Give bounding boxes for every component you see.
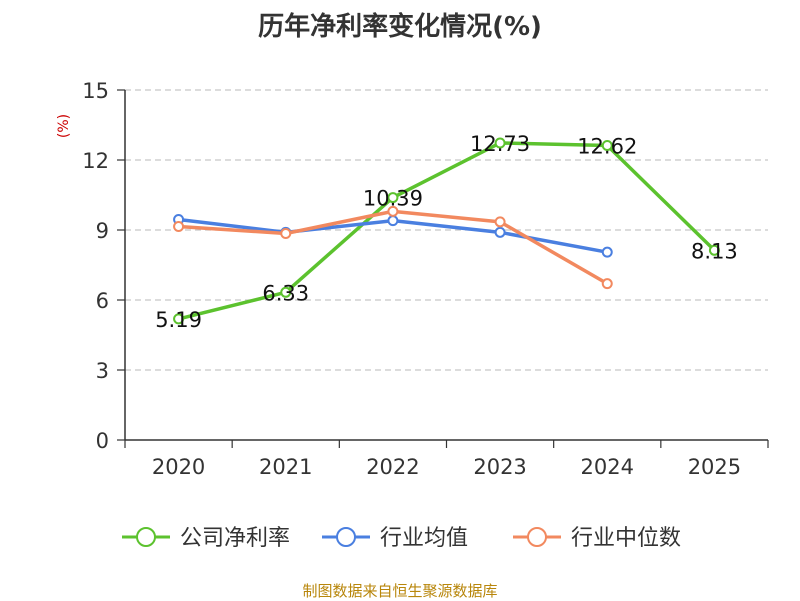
data-point-s0-3 <box>494 137 506 149</box>
data-label-layer: 5.19 6.33 10.39 12.73 12.62 8.13 <box>155 132 738 332</box>
legend-label: 行业中位数 <box>571 526 681 551</box>
chart-title: 历年净利率变化情况(%) <box>258 12 542 42</box>
y-tick-label: 6 <box>96 289 109 313</box>
data-point-s0-4 <box>601 140 613 152</box>
x-tick-label: 2020 <box>152 455 205 479</box>
series-line-0 <box>176 141 717 321</box>
legend-item-1: 行业均值 <box>322 526 468 551</box>
data-label: 10.39 <box>363 187 423 211</box>
y-tick-label: 15 <box>82 79 109 103</box>
data-point-s0-1 <box>280 286 292 298</box>
data-point-s2-3 <box>494 216 506 228</box>
legend-marker <box>336 527 356 547</box>
data-point-s0-2 <box>387 192 399 204</box>
source-note: 制图数据来自恒生聚源数据库 <box>302 582 498 600</box>
data-point-s1-2 <box>387 215 399 227</box>
y-tick-label: 12 <box>82 149 109 173</box>
data-point-s2-0 <box>173 221 185 232</box>
data-label: 12.73 <box>470 132 530 156</box>
data-label: 12.62 <box>577 135 637 159</box>
data-point-s2-4 <box>601 278 613 290</box>
x-tick-label: 2022 <box>366 455 419 479</box>
x-tick-label: 2025 <box>688 455 741 479</box>
data-point-s2-2 <box>387 205 399 217</box>
legend: 公司净利率 行业均值 行业中位数 <box>122 526 681 551</box>
axis-layer: 0 3 6 9 12 15 2020 2021 2022 2023 2024 2025 <box>82 79 769 479</box>
legend-item-0: 公司净利率 <box>122 526 290 551</box>
grid-layer <box>125 89 768 371</box>
legend-label: 行业均值 <box>380 526 468 551</box>
data-point-s2-1 <box>280 228 292 239</box>
legend-marker <box>136 527 156 547</box>
y-axis-unit: (%) <box>56 114 72 138</box>
x-tick-label: 2021 <box>259 455 312 479</box>
x-tick-label: 2023 <box>473 455 526 479</box>
y-tick-label: 0 <box>96 429 109 453</box>
x-tick-label: 2024 <box>581 455 634 479</box>
data-label: 6.33 <box>262 281 309 305</box>
series-layer <box>173 137 720 325</box>
data-point-s1-3 <box>494 226 506 238</box>
y-tick-label: 9 <box>96 219 109 243</box>
data-point-s1-4 <box>601 246 613 258</box>
data-label: 5.19 <box>155 308 202 332</box>
data-point-s0-0 <box>173 313 185 325</box>
legend-item-2: 行业中位数 <box>513 526 681 551</box>
data-point-s0-5 <box>708 244 720 256</box>
legend-label: 公司净利率 <box>180 526 290 551</box>
y-tick-label: 3 <box>96 359 109 383</box>
legend-marker <box>527 527 547 547</box>
data-label: 8.13 <box>691 239 738 263</box>
